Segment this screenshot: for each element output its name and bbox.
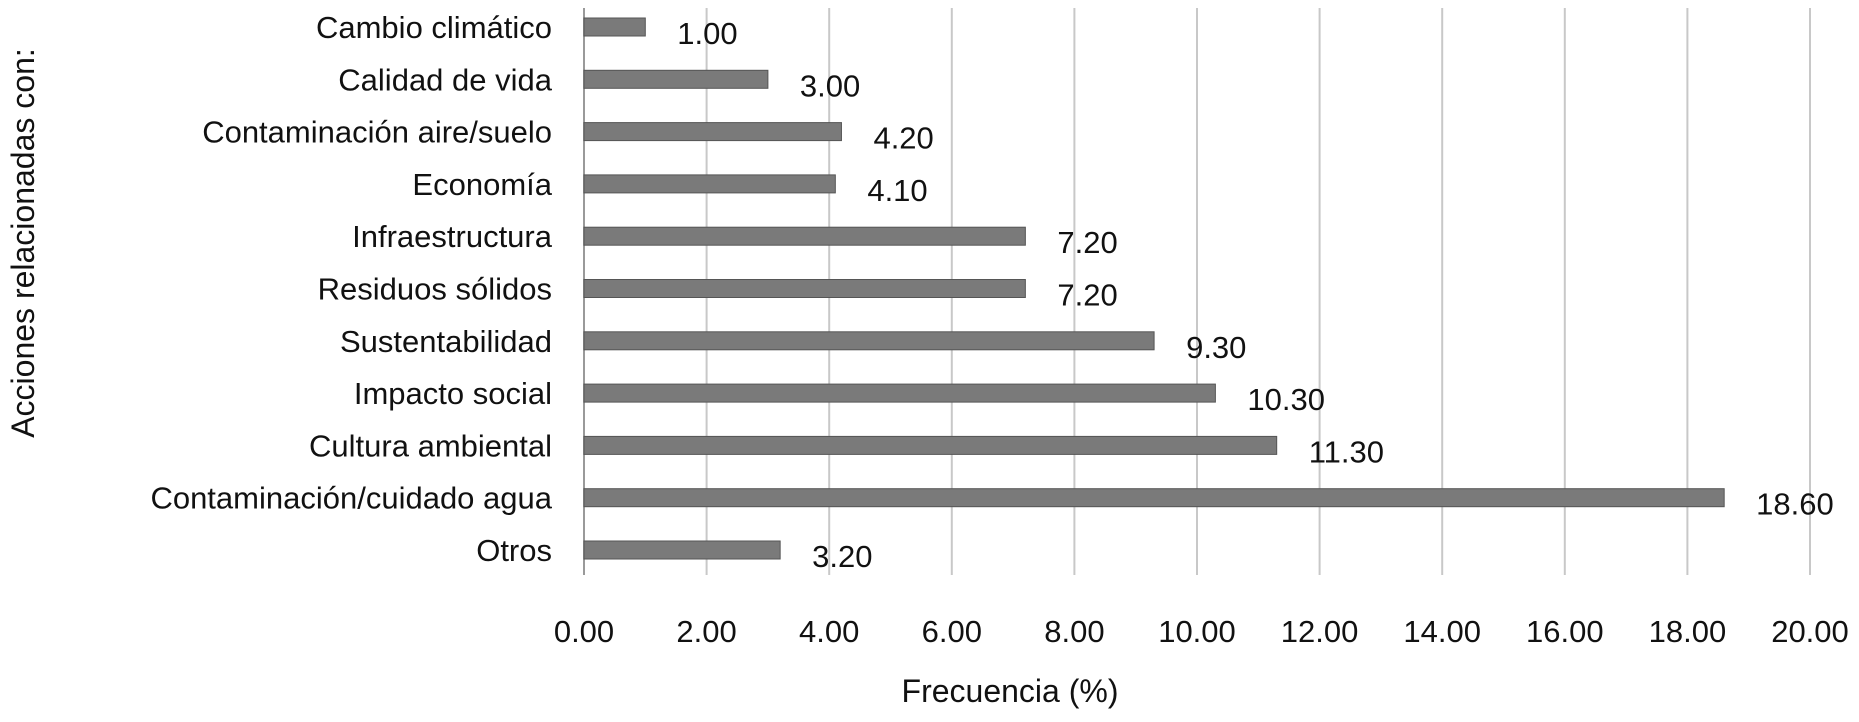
x-tick-label: 10.00 bbox=[1158, 614, 1236, 649]
value-label: 10.30 bbox=[1247, 382, 1325, 417]
value-label: 4.10 bbox=[867, 173, 927, 208]
category-label: Cultura ambiental bbox=[309, 428, 552, 463]
x-tick-label: 2.00 bbox=[676, 614, 736, 649]
bar bbox=[583, 122, 842, 142]
value-label: 18.60 bbox=[1756, 487, 1834, 522]
value-label: 3.20 bbox=[812, 539, 872, 574]
bar bbox=[583, 69, 769, 89]
bar bbox=[583, 279, 1026, 298]
x-tick-label: 6.00 bbox=[922, 614, 982, 649]
bar bbox=[583, 383, 1216, 403]
value-label: 11.30 bbox=[1309, 434, 1384, 469]
bar bbox=[583, 17, 646, 37]
value-label: 9.30 bbox=[1186, 330, 1246, 365]
category-label: Infraestructura bbox=[352, 219, 553, 254]
x-tick-label: 18.00 bbox=[1649, 614, 1727, 649]
value-label: 7.20 bbox=[1057, 225, 1117, 260]
bars bbox=[583, 17, 1725, 560]
x-tick-label: 4.00 bbox=[799, 614, 859, 649]
category-labels: Cambio climático Calidad de vida Contamina… bbox=[150, 10, 552, 568]
x-tick-label: 20.00 bbox=[1771, 614, 1849, 649]
bar bbox=[583, 435, 1278, 455]
bar bbox=[583, 174, 836, 194]
x-tick-labels: 0.00 2.00 4.00 6.00 8.00 10.00 12.00 14.00 16.00… bbox=[554, 614, 1849, 649]
category-label: Contaminación aire/suelo bbox=[202, 115, 552, 150]
x-tick-label: 8.00 bbox=[1044, 614, 1104, 649]
category-label: Otros bbox=[476, 533, 552, 568]
bar bbox=[583, 226, 1026, 246]
value-label: 3.00 bbox=[800, 68, 860, 103]
x-tick-label: 0.00 bbox=[554, 614, 614, 649]
category-label: Cambio climático bbox=[316, 10, 552, 45]
category-label: Calidad de vida bbox=[338, 62, 552, 97]
value-label: 1.00 bbox=[677, 16, 737, 51]
y-axis-title: Acciones relacionadas con: bbox=[5, 48, 41, 438]
category-label: Contaminación/cuidado agua bbox=[150, 481, 552, 516]
bar bbox=[583, 488, 1725, 508]
x-tick-label: 16.00 bbox=[1526, 614, 1604, 649]
x-tick-label: 14.00 bbox=[1403, 614, 1481, 649]
category-label: Economía bbox=[412, 167, 552, 202]
x-axis-title: Frecuencia (%) bbox=[902, 673, 1119, 709]
category-label: Impacto social bbox=[354, 376, 552, 411]
bar bbox=[583, 540, 781, 560]
value-label: 4.20 bbox=[873, 121, 933, 156]
gridlines bbox=[583, 8, 1811, 575]
x-tick-label: 12.00 bbox=[1281, 614, 1359, 649]
category-label: Sustentabilidad bbox=[340, 324, 552, 359]
category-label: Residuos sólidos bbox=[318, 272, 552, 307]
bar bbox=[583, 331, 1155, 351]
value-label: 7.20 bbox=[1057, 278, 1117, 313]
